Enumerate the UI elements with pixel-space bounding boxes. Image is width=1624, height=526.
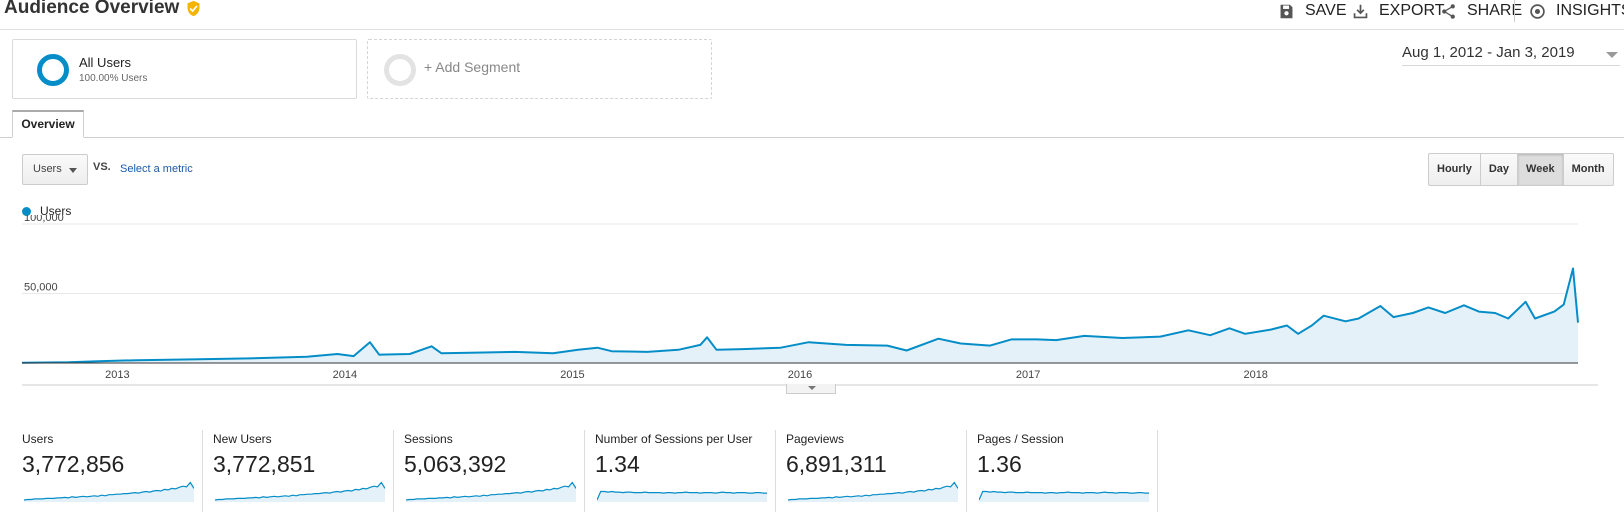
add-segment-button[interactable]: + Add Segment [367, 39, 712, 99]
scorecard-sparkline [788, 481, 958, 502]
sparkline-area [24, 482, 194, 502]
sparkline-area [979, 491, 1149, 502]
date-range-label: Aug 1, 2012 - Jan 3, 2019 [1402, 44, 1575, 61]
empty-segment-ring-icon [384, 54, 416, 86]
export-button[interactable]: EXPORT [1352, 0, 1445, 22]
metric-dropdown[interactable]: Users [22, 154, 88, 185]
scorecard-value: 6,891,311 [786, 451, 887, 477]
scorecard-sparkline [597, 490, 767, 502]
share-icon [1442, 3, 1455, 19]
sparkline-area [597, 491, 767, 502]
sparkline-area [406, 482, 576, 502]
scorecard-value: 1.36 [977, 451, 1022, 477]
date-range-picker[interactable]: Aug 1, 2012 - Jan 3, 2019 [1402, 44, 1620, 66]
scorecard-sparkline [979, 490, 1149, 502]
users-line-chart: 50,000 100,000 2013 2014 2015 2016 2017 2018 [21, 215, 1598, 386]
segment-percentage: 100.00% Users [79, 73, 148, 84]
x-tick-label: 2017 [1016, 369, 1040, 381]
scorecard[interactable]: Number of Sessions per User 1.34 [585, 430, 776, 512]
export-label: EXPORT [1379, 2, 1445, 19]
scorecard[interactable]: Pages / Session 1.36 [967, 430, 1158, 512]
dropdown-caret-icon [69, 168, 77, 173]
sparkline-area [788, 482, 958, 502]
select-metric-link[interactable]: Select a metric [120, 163, 193, 175]
scorecard[interactable]: Pageviews 6,891,311 [776, 430, 967, 512]
granularity-hourly-button[interactable]: Hourly [1429, 154, 1481, 185]
scorecard[interactable]: New Users 3,772,851 [203, 430, 394, 512]
scorecard-sparkline [406, 481, 576, 502]
granularity-toggle: Hourly Day Week Month [1428, 153, 1614, 186]
scorecard[interactable]: Users 3,772,856 [12, 430, 203, 512]
scorecard-value: 3,772,856 [22, 451, 125, 477]
metric-dropdown-value: Users [33, 163, 62, 175]
chevron-down-icon [1606, 52, 1618, 58]
scorecard-sparkline [215, 481, 385, 502]
scorecard-label: Sessions [404, 432, 453, 446]
segment-name: All Users [79, 55, 132, 70]
download-icon [1353, 4, 1368, 18]
verified-badge-icon [185, 0, 202, 17]
granularity-week-button[interactable]: Week [1518, 154, 1564, 185]
save-icon [1280, 4, 1293, 18]
insights-button[interactable]: INSIGHTS [1529, 0, 1624, 22]
x-tick-label: 2014 [333, 369, 357, 381]
scorecard-label: New Users [213, 432, 272, 446]
share-label: SHARE [1467, 2, 1523, 19]
y-tick-label: 50,000 [24, 282, 58, 294]
sparkline-line [406, 481, 576, 501]
actions-divider [1514, 0, 1515, 22]
scorecard-label: Pages / Session [977, 432, 1064, 446]
sparkline-line [788, 481, 958, 501]
tab-overview[interactable]: Overview [12, 110, 84, 138]
scorecard-label: Users [22, 432, 54, 446]
insights-label: INSIGHTS [1556, 2, 1624, 19]
scorecard-value: 5,063,392 [404, 451, 507, 477]
x-tick-label: 2015 [560, 369, 584, 381]
x-tick-label: 2016 [788, 369, 812, 381]
save-label: SAVE [1305, 2, 1347, 19]
granularity-day-button[interactable]: Day [1481, 154, 1519, 185]
sparkline-line [979, 490, 1149, 501]
insights-icon [1530, 3, 1545, 19]
x-tick-label: 2018 [1243, 369, 1267, 381]
scorecard-value: 3,772,851 [213, 451, 316, 477]
save-button[interactable]: SAVE [1278, 0, 1347, 22]
legend-dot-icon [22, 206, 31, 216]
tab-divider [0, 137, 1624, 138]
series-line-users [21, 267, 1579, 364]
scorecard-label: Number of Sessions per User [595, 432, 753, 446]
segment-ring-icon [37, 54, 69, 86]
legend-label: Users [40, 204, 72, 218]
scorecard-value: 1.34 [595, 451, 640, 477]
sparkline-line [215, 481, 385, 501]
sparkline-line [597, 490, 767, 501]
share-button[interactable]: SHARE [1440, 0, 1522, 22]
x-tick-label: 2013 [105, 369, 129, 381]
sparkline-line [24, 481, 194, 501]
segment-all-users[interactable]: All Users 100.00% Users [12, 39, 357, 99]
report-header: Audience Overview SAVE EXPORT SHARE INSI… [0, 0, 1624, 30]
scorecard-sparkline [24, 481, 194, 502]
page-title: Audience Overview [4, 0, 202, 19]
sparkline-area [215, 482, 385, 502]
y-tick-label: 100,000 [24, 215, 64, 224]
vs-label: VS. [93, 161, 111, 173]
chart-legend: Users [22, 204, 71, 218]
series-area [22, 268, 1578, 363]
add-segment-label: + Add Segment [424, 59, 521, 75]
granularity-month-button[interactable]: Month [1571, 163, 1605, 175]
scorecard-label: Pageviews [786, 432, 845, 446]
scorecard[interactable]: Sessions 5,063,392 [394, 430, 585, 512]
page-title-text: Audience Overview [4, 0, 180, 18]
chart-collapse-toggle[interactable] [786, 384, 836, 394]
